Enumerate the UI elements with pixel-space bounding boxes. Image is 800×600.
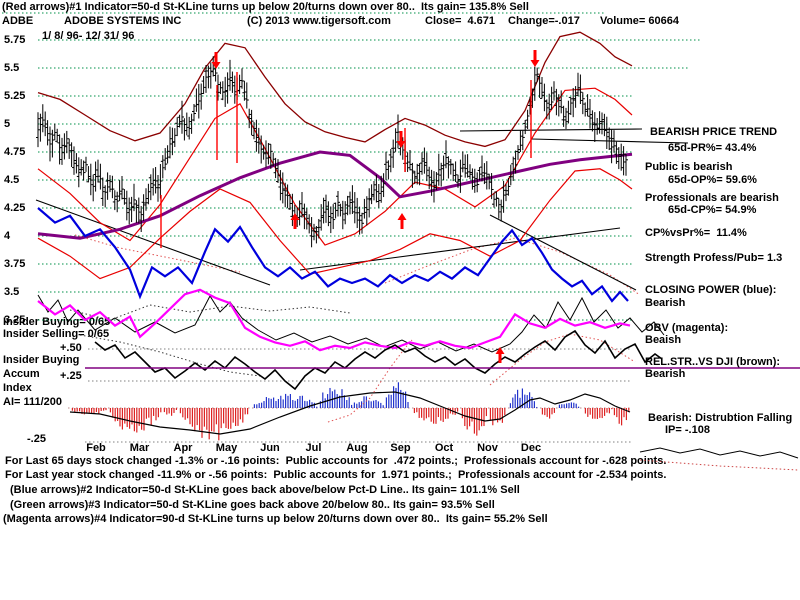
month-label: Sep [390, 442, 411, 454]
closing-power-status: Bearish [645, 297, 686, 309]
month-label: Dec [520, 442, 542, 454]
price-label: 3.25 [4, 314, 26, 326]
price-label: 5.25 [4, 90, 26, 102]
obv-status: Beaish [645, 334, 682, 346]
month-label: May [215, 442, 238, 454]
month-label: Jul [305, 442, 322, 454]
plus25-label: +.25 [60, 370, 82, 382]
obv-title: OBV (magenta): [645, 322, 729, 334]
price-label: 3.5 [4, 286, 20, 298]
month-label: Apr [173, 442, 193, 454]
month-label: Feb [86, 442, 106, 454]
footer-year-summary: For Last year stock changed -11.9% or -.… [5, 469, 667, 481]
price-label: 4.75 [4, 146, 26, 158]
copyright: (C) 2013 www.tigersoft.com [247, 15, 391, 27]
accum-index-title-2: Accum [3, 368, 40, 380]
month-label: Aug [346, 442, 368, 454]
plus50-label: +.50 [60, 342, 82, 354]
cp-vs-pr: CP%vsPr%= 11.4% [645, 227, 747, 239]
price-label: 4 [4, 230, 11, 242]
price-label: 4.5 [4, 174, 20, 186]
ai-value: AI= 111/200 [3, 396, 63, 408]
month-label: Nov [477, 442, 498, 454]
accum-index-title-1: Insider Buying [3, 354, 80, 366]
pr-percent: 65d-PR%= 43.4% [668, 142, 757, 154]
date-range: 1/ 8/ 96- 12/ 31/ 96 [42, 30, 135, 42]
accum-index-title-3: Index [3, 382, 32, 394]
closing-power-title: CLOSING POWER (blue): [645, 284, 777, 296]
signal-headline: (Red arrows)#1 Indicator=50-d St-KLine t… [2, 1, 529, 13]
price-label: 5 [4, 118, 11, 130]
change-value: Change=-.017 [508, 15, 580, 27]
price-label: 3.75 [4, 258, 26, 270]
month-label: Oct [434, 442, 454, 454]
price-trend-title: BEARISH PRICE TREND [650, 126, 778, 138]
month-label: Mar [129, 442, 150, 454]
footer-signal-2: (Blue arrows)#2 Indicator=50-d St-KLine … [10, 484, 520, 496]
professionals-status: Professionals are bearish [645, 192, 779, 204]
distribution-status: Bearish: Distrubtion Falling [648, 412, 793, 424]
company-name: ADOBE SYSTEMS INC [64, 15, 182, 27]
cp-percent: 65d-CP%= 54.9% [668, 204, 757, 216]
insider-buying-count: Insider Buying= 0/65 [3, 316, 111, 328]
insider-selling-count: Insider Selling= 0/65 [3, 328, 110, 340]
price-label: 4.25 [4, 202, 26, 214]
close-value: Close= 4.671 [425, 15, 496, 27]
price-label: 5.5 [4, 62, 20, 74]
footer-signal-4: (Magenta arrows)#4 Indicator=90-d St-KLi… [3, 513, 548, 525]
footer-65day-summary: For Last 65 days stock changed -1.3% or … [5, 455, 667, 467]
month-label: Jun [260, 442, 280, 454]
ip-value: IP= -.108 [665, 424, 710, 436]
minus25-label: -.25 [27, 433, 46, 445]
op-percent: 65d-OP%= 59.6% [668, 174, 757, 186]
relstr-status: Bearish [645, 368, 686, 380]
strength-ratio: Strength Profess/Pub= 1.3 [645, 252, 783, 264]
volume-value: Volume= 60664 [600, 15, 679, 27]
relstr-title: REL.STR..VS DJI (brown): [645, 356, 781, 368]
price-label: 5.75 [4, 34, 26, 46]
footer-signal-3: (Green arrows)#3 Indicator=50-d St-KLine… [10, 499, 495, 511]
ticker-symbol: ADBE [2, 15, 34, 27]
public-status: Public is bearish [645, 161, 733, 173]
